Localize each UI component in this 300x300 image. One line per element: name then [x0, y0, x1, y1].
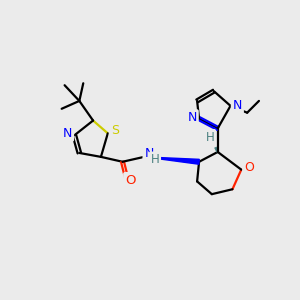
Text: H: H: [151, 153, 159, 166]
Text: N: N: [233, 99, 242, 112]
Text: N: N: [188, 111, 197, 124]
Text: O: O: [244, 161, 254, 174]
Polygon shape: [144, 157, 199, 164]
Text: N: N: [144, 147, 154, 161]
Text: N: N: [63, 127, 72, 140]
Text: H: H: [206, 131, 214, 144]
Text: O: O: [125, 174, 136, 187]
Text: S: S: [111, 124, 119, 137]
